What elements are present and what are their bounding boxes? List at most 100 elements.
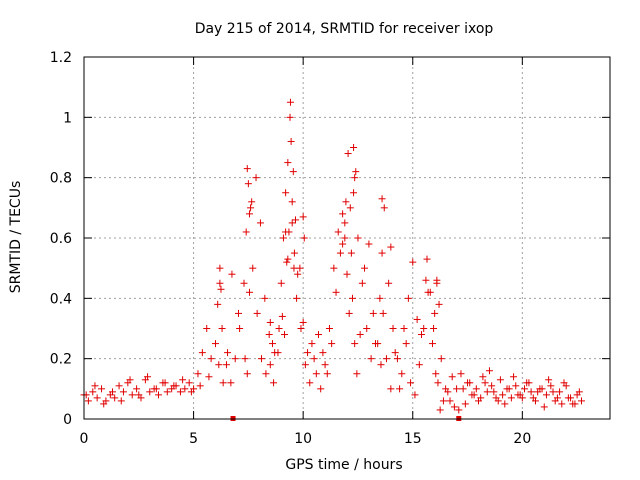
data-point [346,204,354,212]
data-point [459,385,467,393]
data-point [549,388,557,396]
data-point [334,228,342,236]
y-axis-label: SRMTID / TECUs [8,181,24,294]
data-point [215,361,223,369]
data-point [420,325,428,332]
data-point [310,355,318,363]
data-point [278,312,286,320]
data-point [521,385,529,393]
data-point [413,315,421,323]
data-point [444,388,452,396]
data-point [485,367,493,375]
data-point [287,137,295,145]
y-tick-label: 0 [63,412,72,428]
data-point [363,325,371,332]
data-point [339,240,347,248]
data-point [387,243,395,251]
data-point [379,309,387,317]
data-point [247,204,255,212]
data-point [161,379,169,387]
data-point [556,388,564,396]
data-point [283,258,291,266]
data-point [205,373,213,381]
data-point [351,174,359,182]
data-point [315,331,323,339]
data-point [266,318,274,326]
data-point [244,180,252,188]
data-point [196,382,204,390]
data-point [108,388,116,396]
data-point [332,288,340,296]
data-point [348,294,356,302]
data-point [450,403,458,411]
data-point [296,264,304,272]
data-point [222,361,230,369]
data-point [301,361,309,369]
y-tick-label: 0.2 [50,352,72,368]
data-point [361,264,369,272]
data-point [293,294,301,302]
data-point [490,388,498,396]
data-point [407,379,415,387]
x-tick-label: 10 [294,431,312,447]
data-point [547,382,555,390]
data-point [431,309,439,317]
data-point [389,325,397,332]
data-point [306,379,314,387]
data-point [553,394,561,402]
data-point [514,391,522,399]
data-point [377,361,385,369]
data-point [501,400,509,408]
data-point [231,355,239,363]
plot-frame [83,56,611,420]
data-point [274,349,282,357]
data-point [194,370,202,378]
data-point [288,219,296,227]
data-point [282,189,290,197]
data-point [176,388,184,396]
data-point [365,240,373,248]
data-point [350,144,358,151]
data-point [352,168,360,176]
data-point [128,391,136,399]
data-point [387,385,395,393]
data-point [282,228,290,236]
data-point [400,325,408,332]
data-point [290,249,298,257]
data-point [212,340,219,348]
data-point [409,258,417,266]
data-point [531,397,539,405]
data-point [281,331,289,339]
y-tick-label: 0.8 [50,171,72,187]
data-point [542,391,550,399]
data-point [358,279,366,287]
data-point [187,388,195,396]
data-point [415,361,423,369]
data-point [294,270,302,278]
data-point [398,370,406,378]
data-point [144,373,152,381]
data-point [436,406,444,414]
data-point [93,394,101,402]
data-point [475,397,482,405]
data-point [512,382,520,390]
data-point [323,370,331,378]
data-point [347,249,355,257]
data-point [286,113,294,121]
data-point [402,340,410,348]
data-point [227,379,235,387]
data-point [356,331,364,339]
data-point [275,325,283,332]
data-point [321,361,329,369]
data-point [185,379,193,387]
data-point [100,400,108,408]
data-point [262,370,270,378]
data-point [241,355,249,363]
data-point [481,379,489,387]
data-point [117,397,125,405]
data-point [382,355,390,363]
data-point [297,325,305,332]
data-point [235,309,243,317]
data-point [291,216,299,224]
